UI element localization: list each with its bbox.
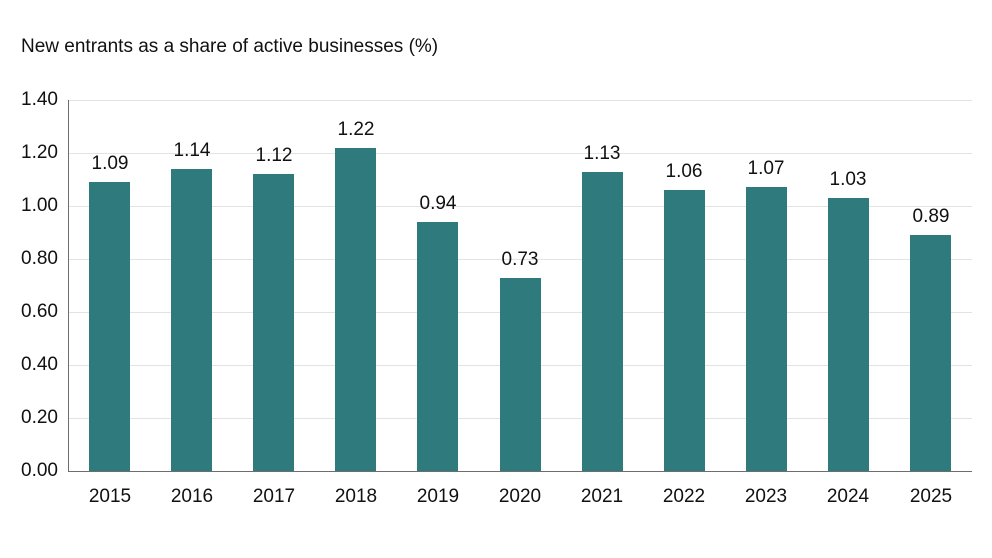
gridline — [69, 259, 972, 260]
y-tick-label: 0.60 — [21, 301, 58, 322]
x-tick-label: 2023 — [744, 486, 788, 507]
x-tick-label: 2022 — [662, 486, 706, 507]
data-label: 1.13 — [583, 143, 621, 164]
gridline — [69, 153, 972, 154]
gridline — [69, 206, 972, 207]
x-tick-label: 2020 — [498, 486, 542, 507]
x-tick-label: 2016 — [170, 486, 214, 507]
bar-2023 — [746, 187, 787, 471]
gridline — [69, 100, 972, 101]
y-tick-label: 0.00 — [21, 460, 58, 481]
data-label: 1.22 — [337, 119, 375, 140]
x-tick-label: 2015 — [88, 486, 132, 507]
bar-2019 — [417, 222, 458, 471]
bar-2016 — [171, 169, 212, 471]
data-label: 1.09 — [91, 153, 129, 174]
bar-2021 — [582, 172, 623, 471]
x-tick-label: 2017 — [252, 486, 296, 507]
bar-2024 — [828, 198, 869, 471]
data-label: 1.03 — [829, 169, 867, 190]
x-axis-line — [68, 471, 972, 472]
y-tick-label: 1.40 — [21, 89, 58, 110]
data-label: 0.94 — [419, 193, 457, 214]
bar-2020 — [500, 278, 541, 471]
data-label: 1.14 — [173, 140, 211, 161]
data-label: 1.06 — [665, 161, 703, 182]
chart-title: New entrants as a share of active busine… — [21, 36, 439, 57]
data-label: 0.73 — [501, 249, 539, 270]
x-tick-label: 2025 — [909, 486, 953, 507]
y-tick-label: 0.20 — [21, 407, 58, 428]
bar-2015 — [89, 182, 130, 471]
bar-2022 — [664, 190, 705, 471]
x-tick-label: 2021 — [580, 486, 624, 507]
y-tick-label: 1.00 — [21, 195, 58, 216]
data-label: 1.07 — [747, 158, 785, 179]
bar-2018 — [335, 148, 376, 471]
y-tick-label: 0.40 — [21, 354, 58, 375]
x-tick-label: 2018 — [334, 486, 378, 507]
x-tick-label: 2019 — [416, 486, 460, 507]
y-axis-line — [68, 100, 69, 472]
y-tick-label: 0.80 — [21, 248, 58, 269]
bar-2017 — [253, 174, 294, 471]
data-label: 1.12 — [255, 145, 293, 166]
data-label: 0.89 — [912, 206, 950, 227]
bar-2025 — [910, 235, 951, 471]
x-tick-label: 2024 — [826, 486, 870, 507]
y-tick-label: 1.20 — [21, 142, 58, 163]
